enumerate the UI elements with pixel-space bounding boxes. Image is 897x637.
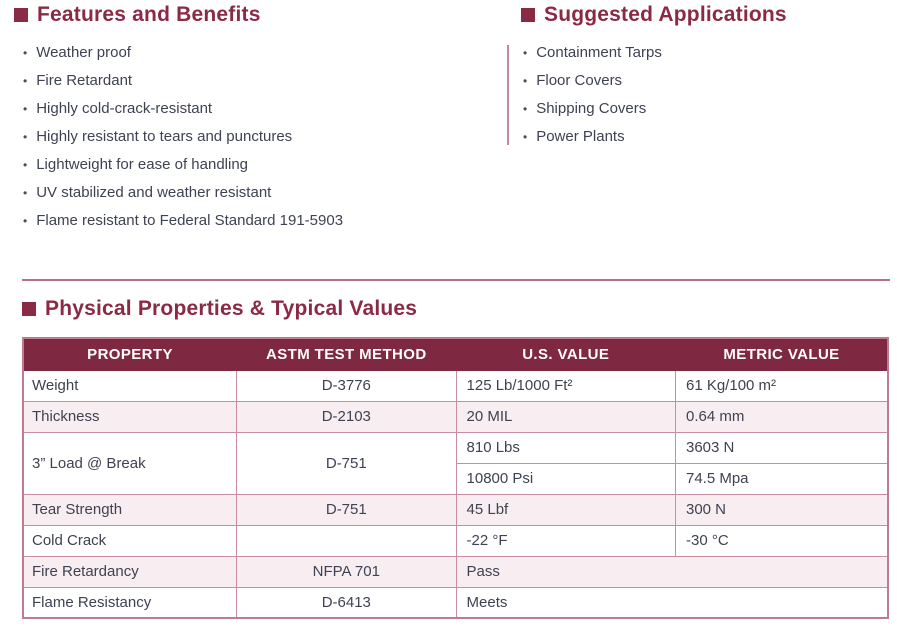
table-row: Fire Retardancy NFPA 701 Pass xyxy=(22,555,889,588)
features-list: • Weather proof • Fire Retardant • Highly c… xyxy=(14,45,494,229)
header-us-value: U.S. VALUE xyxy=(455,337,676,371)
list-item-label: Power Plants xyxy=(536,128,625,145)
table-row: Tear Strength D-751 45 Lbf 300 N xyxy=(22,493,889,526)
features-section: Features and Benefits • Weather proof • Fi… xyxy=(14,3,494,241)
dot-bullet-icon: • xyxy=(23,130,28,144)
properties-heading: Physical Properties & Typical Values xyxy=(22,297,417,321)
cell-property: Fire Retardancy xyxy=(22,555,238,588)
square-bullet-icon xyxy=(521,8,535,22)
applications-title: Suggested Applications xyxy=(544,3,787,26)
cell-property: Tear Strength xyxy=(22,493,238,526)
cell-us-value: 810 Lbs xyxy=(455,431,676,464)
cell-us-value: 125 Lb/1000 Ft² xyxy=(455,369,676,402)
list-item-label: Weather proof xyxy=(36,44,131,61)
cell-metric-value: 61 Kg/100 m² xyxy=(674,369,889,402)
cell-method xyxy=(236,524,457,557)
list-item: • Fire Retardant xyxy=(23,73,494,89)
cell-us-value: -22 °F xyxy=(455,524,676,557)
list-item-label: Shipping Covers xyxy=(536,100,647,117)
cell-us-value: Pass xyxy=(455,555,889,588)
square-bullet-icon xyxy=(14,8,28,22)
table-row: Cold Crack -22 °F -30 °C xyxy=(22,524,889,557)
cell-metric-value: 74.5 Mpa xyxy=(674,462,889,495)
cell-property: Cold Crack xyxy=(22,524,238,557)
features-heading: Features and Benefits xyxy=(14,3,494,27)
cell-property: 3” Load @ Break xyxy=(22,431,238,495)
cell-property: Flame Resistancy xyxy=(22,586,238,619)
dot-bullet-icon: • xyxy=(523,130,528,144)
dot-bullet-icon: • xyxy=(23,102,28,116)
list-item: • Lightweight for ease of handling xyxy=(23,157,494,173)
cell-metric-value: 3603 N xyxy=(674,431,889,464)
list-item: • Highly cold-crack-resistant xyxy=(23,101,494,117)
cell-us-value: 45 Lbf xyxy=(455,493,676,526)
dot-bullet-icon: • xyxy=(23,158,28,172)
dot-bullet-icon: • xyxy=(23,186,28,200)
dot-bullet-icon: • xyxy=(23,214,28,228)
list-item: • Floor Covers xyxy=(523,73,892,89)
table-row: Flame Resistancy D-6413 Meets xyxy=(22,586,889,619)
applications-section: Suggested Applications • Containment Tarp… xyxy=(507,3,892,157)
cell-metric-value: 0.64 mm xyxy=(674,400,889,433)
list-item: • Weather proof xyxy=(23,45,494,61)
applications-list: • Containment Tarps • Floor Covers • Shippi… xyxy=(507,45,892,145)
table-header-row: PROPERTY ASTM TEST METHOD U.S. VALUE MET… xyxy=(22,337,889,371)
cell-method: D-751 xyxy=(236,493,457,526)
list-item-label: Lightweight for ease of handling xyxy=(36,156,249,173)
cell-us-value: 20 MIL xyxy=(455,400,676,433)
list-item: • Power Plants xyxy=(523,129,892,145)
cell-property: Weight xyxy=(22,369,238,402)
cell-us-value: 10800 Psi xyxy=(455,462,676,495)
header-astm-method: ASTM TEST METHOD xyxy=(236,337,457,371)
features-title: Features and Benefits xyxy=(37,3,261,26)
table-row: 10800 Psi 74.5 Mpa xyxy=(23,462,889,495)
dot-bullet-icon: • xyxy=(523,74,528,88)
cell-metric-value: -30 °C xyxy=(674,524,889,557)
list-item: • Shipping Covers xyxy=(523,101,892,117)
table-row: Thickness D-2103 20 MIL 0.64 mm xyxy=(22,400,889,433)
list-item: • Flame resistant to Federal Standard 191… xyxy=(23,213,494,229)
dot-bullet-icon: • xyxy=(523,46,528,60)
cell-property: Thickness xyxy=(22,400,238,433)
cell-method: NFPA 701 xyxy=(236,555,457,588)
cell-us-value: Meets xyxy=(455,586,889,619)
list-item: • Highly resistant to tears and punctures xyxy=(23,129,494,145)
list-item: • Containment Tarps xyxy=(523,45,892,61)
applications-heading: Suggested Applications xyxy=(507,3,892,27)
list-item-label: Flame resistant to Federal Standard 191-… xyxy=(36,212,344,229)
list-item: • UV stabilized and weather resistant xyxy=(23,185,494,201)
cell-method: D-751 xyxy=(236,431,457,495)
list-item-label: Containment Tarps xyxy=(536,44,662,61)
cell-method: D-3776 xyxy=(236,369,457,402)
dot-bullet-icon: • xyxy=(23,46,28,60)
list-item-label: Floor Covers xyxy=(536,72,623,89)
dot-bullet-icon: • xyxy=(523,102,528,116)
properties-title: Physical Properties & Typical Values xyxy=(45,297,418,320)
list-item-label: Highly resistant to tears and punctures xyxy=(36,128,293,145)
table-row: 3” Load @ Break D-751 810 Lbs 3603 N xyxy=(22,431,889,495)
header-property: PROPERTY xyxy=(22,337,238,371)
list-item-label: Highly cold-crack-resistant xyxy=(36,100,213,117)
dot-bullet-icon: • xyxy=(23,74,28,88)
header-metric-value: METRIC VALUE xyxy=(674,337,889,371)
cell-method: D-6413 xyxy=(236,586,457,619)
cell-method: D-2103 xyxy=(236,400,457,433)
section-divider xyxy=(22,279,890,281)
list-item-label: Fire Retardant xyxy=(36,72,133,89)
properties-table: PROPERTY ASTM TEST METHOD U.S. VALUE MET… xyxy=(22,337,889,619)
cell-metric-value: 300 N xyxy=(674,493,889,526)
square-bullet-icon xyxy=(22,302,36,316)
table-row: Weight D-3776 125 Lb/1000 Ft² 61 Kg/100 … xyxy=(22,369,889,402)
list-item-label: UV stabilized and weather resistant xyxy=(36,184,272,201)
